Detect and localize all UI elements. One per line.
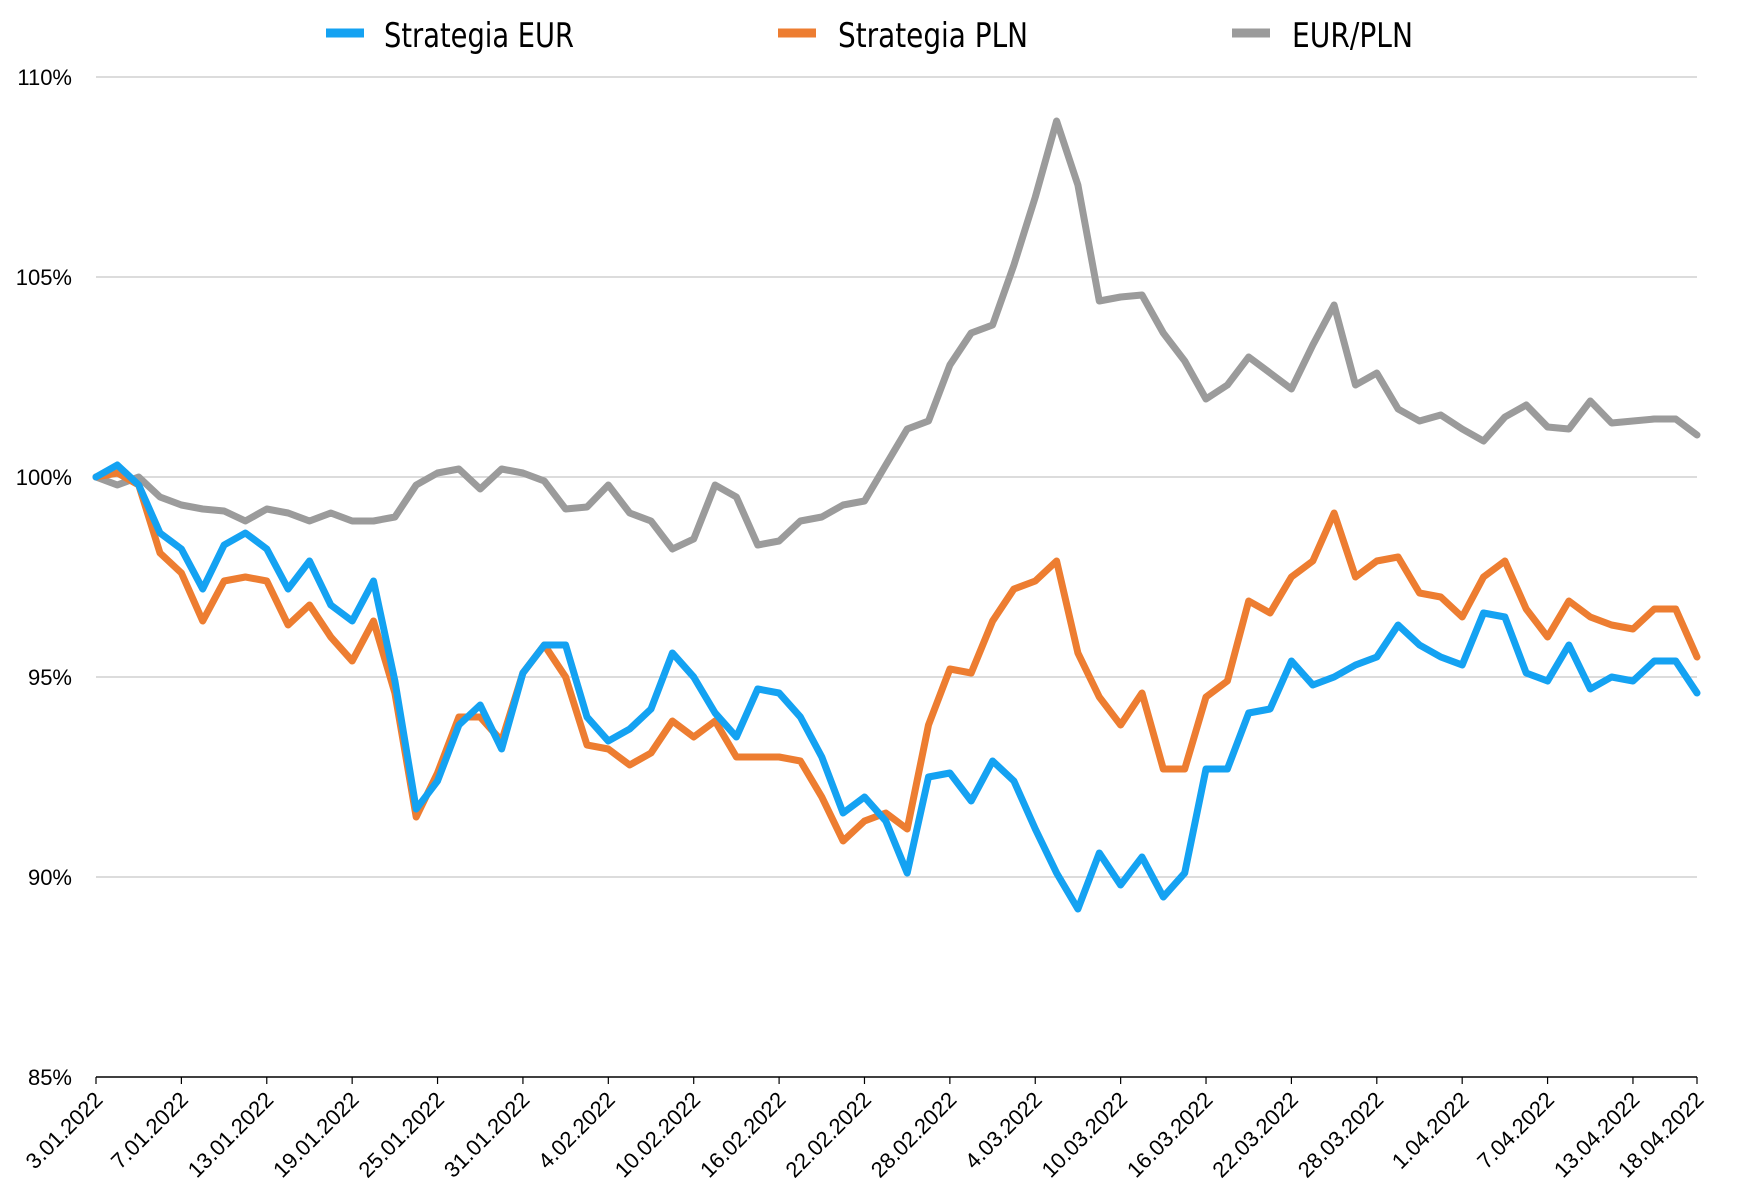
x-tick-label: 13.01.2022 [183,1087,279,1183]
y-tick-label: 95% [28,665,72,690]
series-line-strategia-pln [92,469,1701,845]
x-tick-label: 4.03.2022 [960,1087,1047,1174]
gridlines [96,76,1697,1078]
legend-label-strategia-eur: Strategia EUR [384,16,574,56]
x-tick-label: 1.04.2022 [1387,1087,1474,1174]
legend-label-strategia-pln: Strategia PLN [838,16,1028,56]
x-tick-label: 16.02.2022 [695,1087,791,1183]
x-tick-label: 4.02.2022 [533,1087,620,1174]
y-tick-label: 105% [16,265,72,290]
y-tick-label: 85% [28,1065,72,1090]
legend-item-strategia-pln: Strategia PLN [778,16,1028,56]
x-axis-ticks: 3.01.20227.01.202213.01.202219.01.202225… [21,1077,1709,1182]
x-tick-label: 7.04.2022 [1472,1087,1559,1174]
x-tick-label: 25.01.2022 [354,1087,450,1183]
legend-label-eur-pln: EUR/PLN [1292,16,1413,56]
x-tick-label: 16.03.2022 [1122,1087,1218,1183]
y-tick-label: 100% [16,465,72,490]
y-tick-label: 90% [28,865,72,890]
x-tick-label: 7.01.2022 [106,1087,193,1174]
series-lines [92,117,1701,913]
x-tick-label: 22.02.2022 [780,1087,876,1183]
series-line-eur-pln [92,117,1701,553]
legend-item-strategia-eur: Strategia EUR [326,16,574,56]
x-tick-label: 10.03.2022 [1037,1087,1133,1183]
x-tick-label: 28.03.2022 [1293,1087,1389,1183]
x-tick-label: 28.02.2022 [866,1087,962,1183]
series-line-strategia-eur [92,461,1701,913]
legend: Strategia EUR Strategia PLN EUR/PLN [326,16,1413,56]
x-tick-label: 10.02.2022 [610,1087,706,1183]
x-tick-label: 22.03.2022 [1207,1087,1303,1183]
y-tick-label: 110% [17,65,72,90]
x-tick-label: 31.01.2022 [439,1087,535,1183]
legend-item-eur-pln: EUR/PLN [1232,16,1413,56]
x-tick-label: 3.01.2022 [21,1087,108,1174]
x-tick-label: 19.01.2022 [268,1087,364,1183]
y-axis-ticks: 85% 90% 95% 100% 105% 110% [16,65,72,1090]
